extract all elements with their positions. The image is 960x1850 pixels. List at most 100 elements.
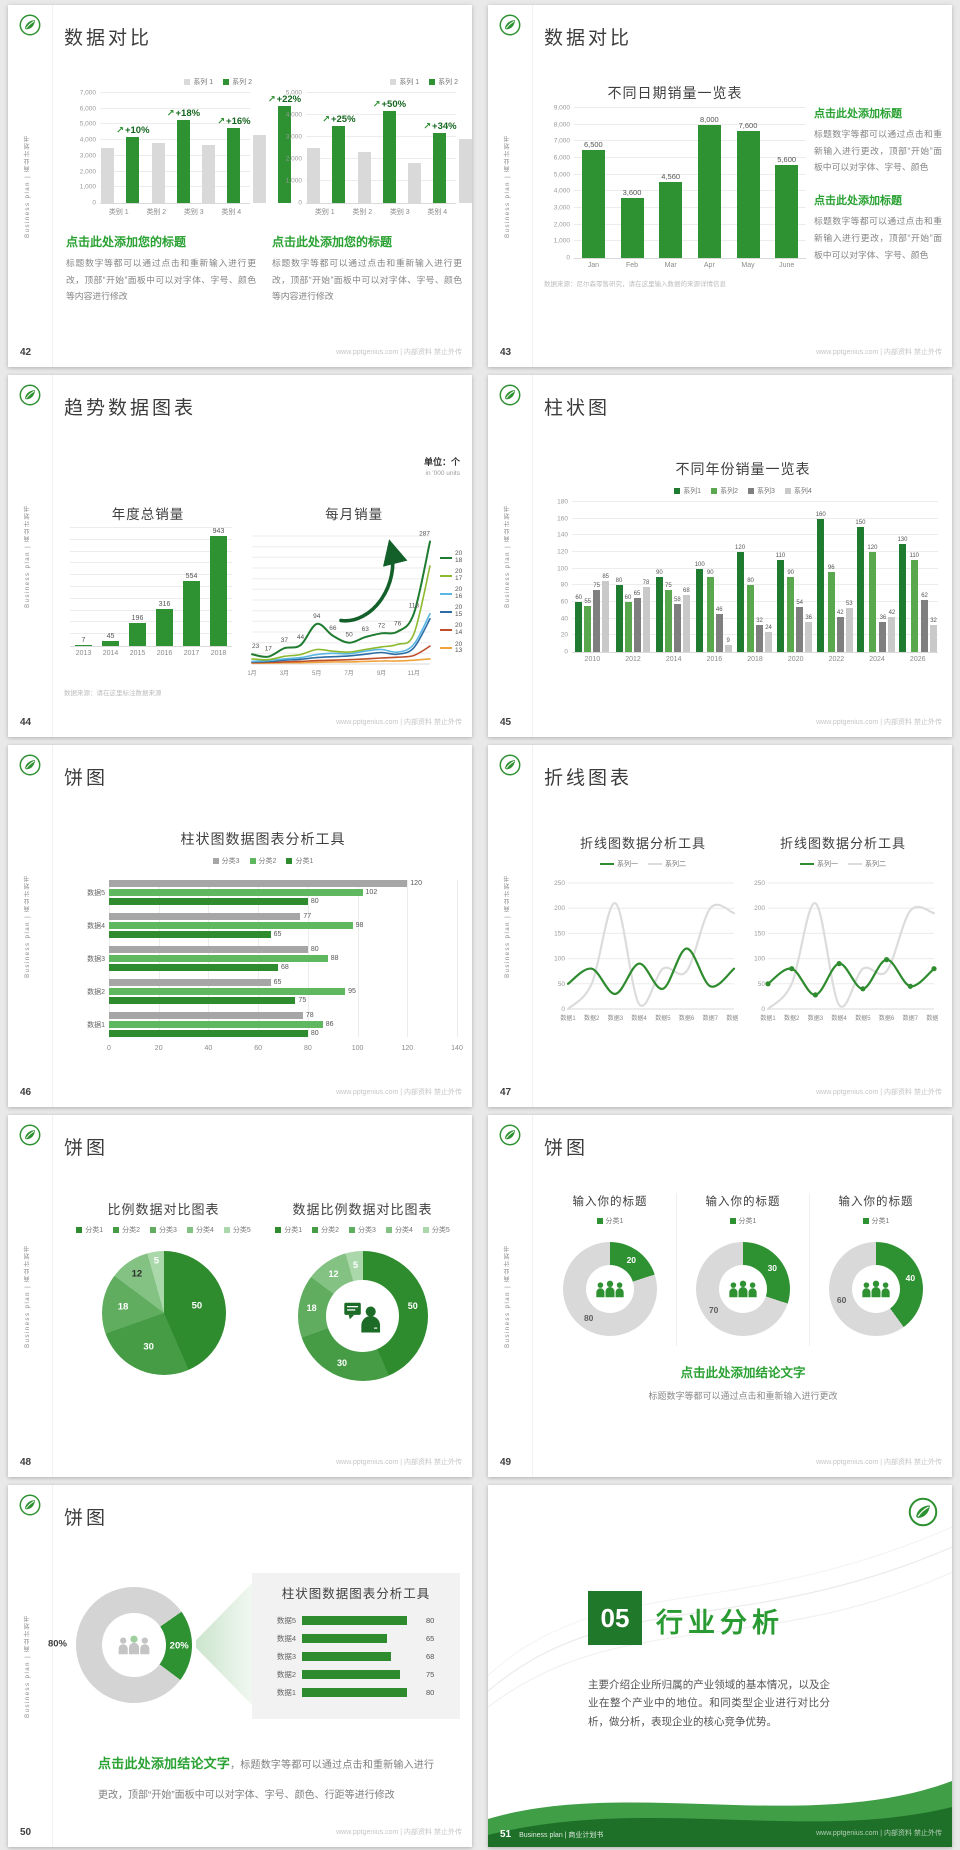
y-tick-label: 180 xyxy=(557,498,568,506)
bar xyxy=(307,148,320,203)
x-tick-label: 2014 xyxy=(665,656,682,663)
gridline xyxy=(100,123,250,125)
legend-item: 分类5 xyxy=(223,1225,251,1235)
gridline xyxy=(572,501,938,502)
slide-42[interactable]: Business plan | 商业计划书 数据对比 系列 1 系列 2 0 1,00… xyxy=(8,5,472,367)
bar-wrapper: 62 xyxy=(921,502,929,652)
grouped-bar-chart: 系列 1 系列 2 0 1,000 2,000 3,000 4,000 5,000 ↗+25% ↗… xyxy=(270,75,472,217)
bar-wrapper: 316 xyxy=(156,528,173,646)
svg-text:63: 63 xyxy=(362,626,370,633)
brand-logo-icon xyxy=(499,1124,521,1151)
slide-46[interactable]: Business plan | 商业计划书 饼图 柱状图数据图表分析工具 分类3 分… xyxy=(8,745,472,1107)
pie-body: 20 80 xyxy=(563,1242,657,1336)
legend-item: 系列1 xyxy=(674,486,701,496)
y-tick-label: 5,000 xyxy=(553,171,570,179)
x-tick-label: 2018 xyxy=(747,656,763,663)
slide-50[interactable]: Business plan | 商业计划书 饼图 20% 80% 柱状图数据图表分… xyxy=(8,1485,472,1847)
bar xyxy=(655,577,663,652)
hbar-line: 68 xyxy=(109,964,457,971)
slide-48[interactable]: Business plan | 商业计划书 饼图 比例数据对比图表 分类1 分类2 分… xyxy=(8,1115,472,1477)
x-tick-label: 0 xyxy=(107,1045,111,1052)
footer-site: www.pptgenius.com | 内部资料 禁止外传 xyxy=(816,1830,942,1837)
slide-47[interactable]: Business plan | 商业计划书 折线图表 折线图数据分析工具 系列一系… xyxy=(488,745,952,1107)
bar-value-label: 130 xyxy=(897,536,908,543)
chart-legend: 分类1 xyxy=(596,1216,623,1226)
bar-group: ↗+18% xyxy=(151,93,202,203)
growth-arrow-icon: ↗ xyxy=(423,120,432,132)
slice-label: 80% xyxy=(47,1638,68,1650)
slice-label: 12 xyxy=(328,1268,339,1279)
bar-value: 86 xyxy=(325,1021,334,1028)
footer-site: www.pptgenius.com | 内部资料 禁止外传 xyxy=(336,1829,462,1836)
svg-text:11月: 11月 xyxy=(408,670,420,677)
hbar-row: 数据2 65 95 75 xyxy=(87,979,457,1004)
conclusion-body: 标题数字等都可以通过点击和重新输入进行更改 xyxy=(648,1391,838,1401)
bar-value-label: 65 xyxy=(633,590,641,597)
bar xyxy=(302,1652,392,1661)
x-tick-label: 20 xyxy=(154,1045,163,1052)
legend-swatch xyxy=(422,1227,429,1233)
legend-item: 系列二 xyxy=(848,859,886,869)
svg-text:118: 118 xyxy=(409,603,420,610)
bar xyxy=(277,105,291,203)
bar-wrapper: 80 xyxy=(615,502,623,652)
bar-wrapper: 3,600 xyxy=(620,108,644,258)
slide-45[interactable]: Business plan | 商业计划书 柱状图 不同年份销量一览表 系列1 系列… xyxy=(488,375,952,737)
bar-value-label: 316 xyxy=(158,600,171,608)
bar-group: 316 xyxy=(151,528,178,646)
bar xyxy=(775,164,799,258)
bar-value-label: 96 xyxy=(827,565,835,571)
slide-51-section-divider[interactable]: 05 行业分析 主要介绍企业所归属的产业领域的基本情况，以及企业在整个产业中的地… xyxy=(488,1485,952,1847)
bar-wrapper: 55 xyxy=(584,502,592,652)
chart-legend: 系列一 系列二 xyxy=(800,859,886,869)
bar xyxy=(696,568,704,652)
bar-wrapper: 5,600 xyxy=(775,108,799,258)
footer-site: www.pptgenius.com | 内部资料 禁止外传 xyxy=(336,349,462,356)
x-tick-label: 140 xyxy=(451,1045,463,1052)
legend-item: 20 14 xyxy=(440,623,462,637)
bar-value-label: 55 xyxy=(584,599,592,606)
hbar-line: 88 xyxy=(109,955,457,962)
y-tick-label: 1,000 xyxy=(285,177,302,185)
bar-value-label: 60 xyxy=(575,595,583,601)
bar-plot-area: 0 1,000 2,000 3,000 4,000 5,000 ↗+25% ↗+50% ↗+34… xyxy=(276,90,472,217)
gridline xyxy=(70,633,232,635)
slide-44[interactable]: Business plan | 商业计划书 趋势数据图表 单位：个 in '00… xyxy=(8,375,472,737)
bar-group: 6,500 xyxy=(574,108,613,258)
vertical-brand-text: Business plan | 商业计划书 xyxy=(505,134,511,238)
bar-value-label: 90 xyxy=(787,570,795,576)
bar xyxy=(458,139,472,203)
gridline xyxy=(574,190,806,192)
gridline xyxy=(457,880,458,1037)
bar xyxy=(332,126,346,203)
row-label: 数据2 xyxy=(276,1670,296,1679)
bar-wrapper: 65 xyxy=(633,502,641,652)
hbar-row: 数据4 77 98 65 xyxy=(87,913,457,938)
slide-49[interactable]: Business plan | 商业计划书 饼图 输入你的标题 分类1 20 80 输… xyxy=(488,1115,952,1477)
legend-label: 分类3 xyxy=(221,858,240,865)
row-label: 数据5 xyxy=(87,889,105,897)
bar-value: 80 xyxy=(310,898,319,905)
x-tick-label: June xyxy=(779,262,795,269)
bar-group: 7,600 xyxy=(729,108,768,258)
legend-item: 系列 1 xyxy=(390,77,419,87)
people-group-icon xyxy=(116,1635,152,1655)
bar-wrapper: 4,560 xyxy=(659,108,683,258)
x-axis-labels: 类别 1 类别 2 类别 3 类别 4 xyxy=(100,204,250,217)
hbar-line: 80 xyxy=(109,1030,457,1037)
svg-text:50: 50 xyxy=(758,981,766,988)
bar-wrapper: 78 xyxy=(642,502,650,652)
legend-item: 系列一 xyxy=(600,859,638,869)
legend-swatch xyxy=(113,1227,120,1233)
unit-label: 单位：个 in '000 units xyxy=(423,457,460,477)
svg-text:数据3: 数据3 xyxy=(608,1014,624,1022)
svg-text:250: 250 xyxy=(554,880,565,887)
bar xyxy=(659,182,683,258)
legend-swatch xyxy=(249,858,256,864)
slide-rail: Business plan | 商业计划书 xyxy=(8,5,53,367)
bar xyxy=(697,124,721,258)
legend-item: 分类4 xyxy=(186,1225,214,1235)
svg-text:数据7: 数据7 xyxy=(703,1014,719,1022)
slide-43[interactable]: Business plan | 商业计划书 数据对比 不同日期销量一览表 0 1,0… xyxy=(488,5,952,367)
vertical-brand-text: Business plan | 商业计划书 xyxy=(505,504,511,608)
